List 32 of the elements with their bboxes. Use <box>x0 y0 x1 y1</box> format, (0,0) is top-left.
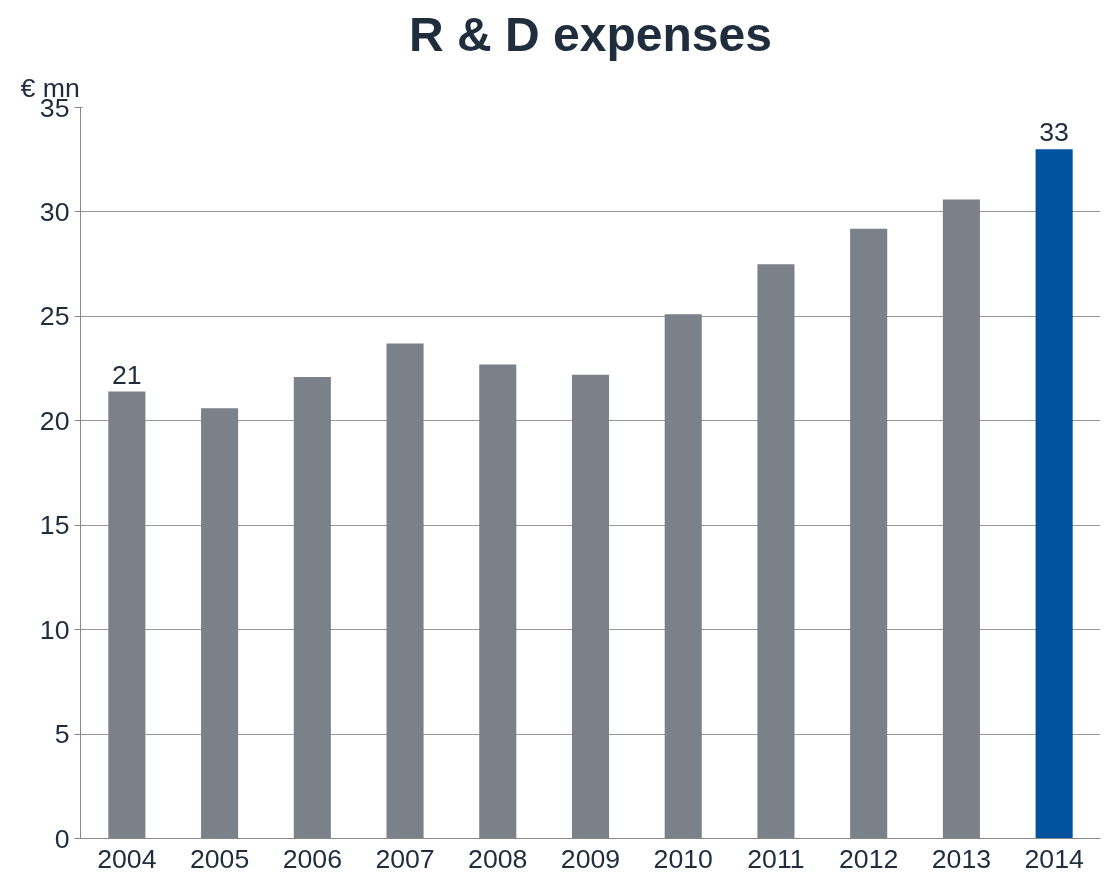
y-tick-label: 10 <box>39 614 70 645</box>
x-tick-label: 2013 <box>931 843 992 874</box>
bar <box>201 408 239 839</box>
bar <box>757 264 795 839</box>
y-tick-label: 0 <box>54 823 70 854</box>
bar <box>571 374 610 839</box>
y-tick-label: 20 <box>39 405 70 436</box>
bar <box>942 199 980 839</box>
x-tick-label: 2010 <box>653 843 713 874</box>
bar <box>1035 149 1073 839</box>
bar <box>664 314 702 839</box>
x-tick-label: 2006 <box>282 843 342 874</box>
data-label: 33 <box>1039 117 1069 148</box>
x-tick-label: 2005 <box>189 843 250 874</box>
x-tick-label: 2011 <box>747 843 805 874</box>
bar <box>293 376 331 839</box>
bar <box>386 343 424 839</box>
x-tick-label: 2004 <box>97 843 157 874</box>
y-tick-label: 30 <box>39 196 70 227</box>
chart-title: R & D expenses <box>409 7 772 61</box>
x-tick-label: 2014 <box>1024 843 1084 874</box>
x-tick-label: 2007 <box>375 843 435 874</box>
x-tick-label: 2008 <box>468 843 528 874</box>
bar <box>479 364 517 839</box>
y-tick-label: 5 <box>54 719 70 750</box>
x-tick-label: 2012 <box>839 843 899 874</box>
y-tick-label: 25 <box>39 301 70 332</box>
bar <box>108 391 146 839</box>
y-tick-label: 15 <box>39 510 70 541</box>
x-tick-label: 2009 <box>560 843 621 874</box>
bar <box>850 228 888 839</box>
data-label: 21 <box>112 359 142 390</box>
